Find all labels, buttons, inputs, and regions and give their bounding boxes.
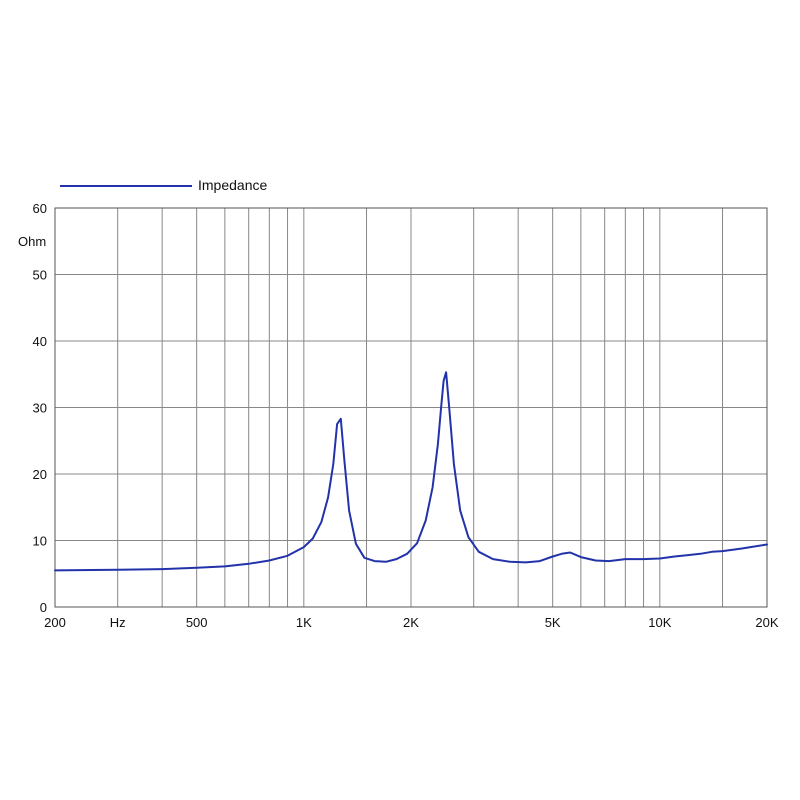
x-tick-label: 20K bbox=[755, 615, 778, 630]
impedance-series-line bbox=[54, 371, 768, 572]
x-tick-label: 2K bbox=[403, 615, 419, 630]
x-tick-label: 200 bbox=[44, 615, 66, 630]
x-tick-label: 5K bbox=[545, 615, 561, 630]
x-tick-label: 1K bbox=[296, 615, 312, 630]
y-axis-label: Ohm bbox=[18, 234, 46, 249]
x-tick-label: Hz bbox=[110, 615, 126, 630]
x-tick-label: 500 bbox=[186, 615, 208, 630]
plot-frame bbox=[54, 207, 768, 608]
x-tick-labels: 200 Hz 500 1K 2K 5K 10K 20K bbox=[44, 615, 779, 630]
legend: Impedance bbox=[60, 177, 267, 193]
y-tick-label: 40 bbox=[33, 334, 47, 349]
y-tick-label: 50 bbox=[33, 268, 47, 283]
y-tick-label: 0 bbox=[40, 600, 47, 615]
y-tick-label: 60 bbox=[33, 201, 47, 216]
x-tick-label: 10K bbox=[648, 615, 671, 630]
y-tick-label: 20 bbox=[33, 467, 47, 482]
y-tick-label: 10 bbox=[33, 534, 47, 549]
legend-label: Impedance bbox=[198, 177, 267, 193]
grid bbox=[54, 207, 768, 608]
y-tick-labels: 0 10 20 30 40 50 60 bbox=[33, 201, 47, 615]
y-tick-label: 30 bbox=[33, 401, 47, 416]
